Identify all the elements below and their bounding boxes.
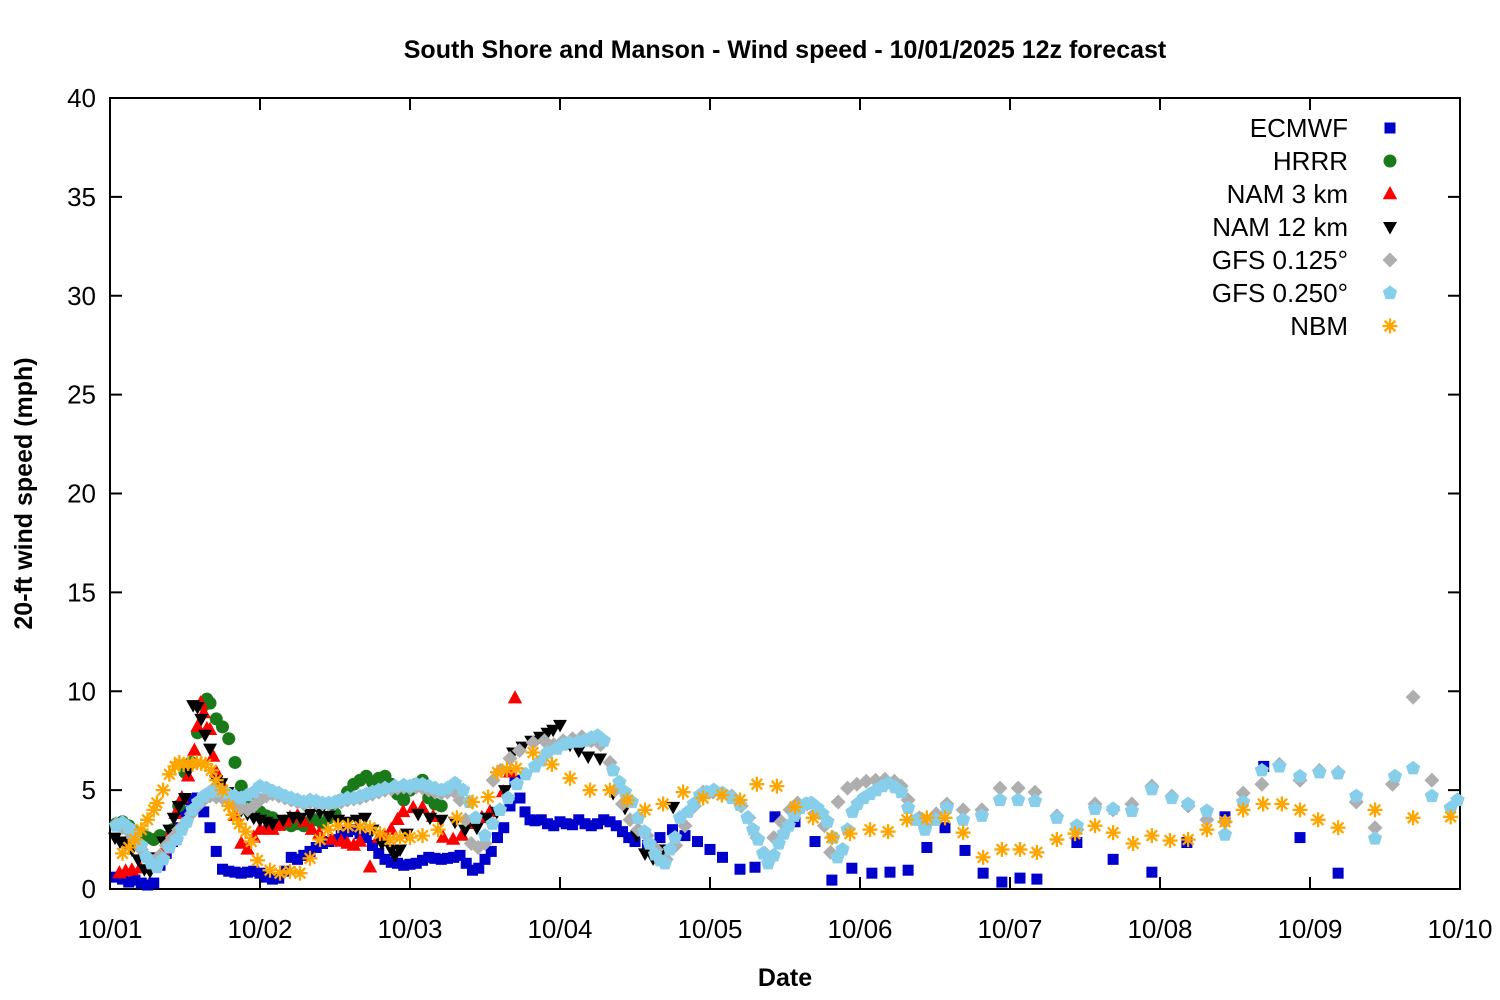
y-tick-label: 15 — [67, 577, 96, 607]
y-tick-label: 0 — [82, 874, 96, 904]
legend-item-gfs-0-125: GFS 0.125° — [1212, 245, 1398, 275]
x-tick-label: 10/04 — [527, 914, 592, 944]
y-tick-label: 5 — [82, 775, 96, 805]
x-tick-label: 10/07 — [977, 914, 1042, 944]
legend-label: NAM 3 km — [1227, 179, 1348, 209]
asterisk-marker-icon — [1383, 319, 1397, 333]
y-axis-label: 20-ft wind speed (mph) — [10, 357, 38, 629]
series-nbm-points — [115, 745, 1459, 881]
y-tick-label: 40 — [67, 83, 96, 113]
y-tick-label: 20 — [67, 479, 96, 509]
x-tick-label: 10/05 — [677, 914, 742, 944]
legend-label: NAM 12 km — [1212, 212, 1348, 242]
x-tick-label: 10/08 — [1127, 914, 1192, 944]
x-tick-label: 10/10 — [1427, 914, 1492, 944]
circle-marker-icon — [1383, 154, 1397, 168]
triangle-up-marker-icon — [1382, 186, 1398, 200]
y-tick-label: 30 — [67, 281, 96, 311]
triangle-down-marker-icon — [1383, 222, 1397, 235]
legend-label: ECMWF — [1250, 113, 1348, 143]
legend-label: NBM — [1290, 311, 1348, 341]
legend-item-gfs-0-250: GFS 0.250° — [1212, 278, 1398, 308]
x-tick-label: 10/01 — [77, 914, 142, 944]
x-tick-label: 10/09 — [1277, 914, 1342, 944]
x-axis-label: Date — [758, 964, 812, 992]
y-tick-label: 25 — [67, 380, 96, 410]
legend-item-ecmwf: ECMWF — [1250, 113, 1396, 143]
x-tick-label: 10/02 — [227, 914, 292, 944]
square-marker-icon — [1384, 122, 1396, 134]
pentagon-marker-icon — [1382, 285, 1398, 300]
axes: 10/01 10/02 10/03 10/04 10/05 10/06 10/07 10/08… — [67, 83, 1492, 944]
legend-item-hrrr: HRRR — [1273, 146, 1397, 176]
y-tick-label: 10 — [67, 676, 96, 706]
diamond-marker-icon — [1382, 252, 1398, 268]
legend-label: HRRR — [1273, 146, 1348, 176]
y-tick-label: 35 — [67, 182, 96, 212]
legend-item-nbm: NBM — [1290, 311, 1398, 341]
legend-label: GFS 0.125° — [1212, 245, 1348, 275]
legend-item-nam-12-km: NAM 12 km — [1212, 212, 1397, 242]
x-tick-label: 10/03 — [377, 914, 442, 944]
x-tick-label: 10/06 — [827, 914, 892, 944]
legend-item-nam-3-km: NAM 3 km — [1227, 179, 1398, 209]
legend-label: GFS 0.250° — [1212, 278, 1348, 308]
chart-title: South Shore and Manson - Wind speed - 10… — [404, 36, 1167, 64]
